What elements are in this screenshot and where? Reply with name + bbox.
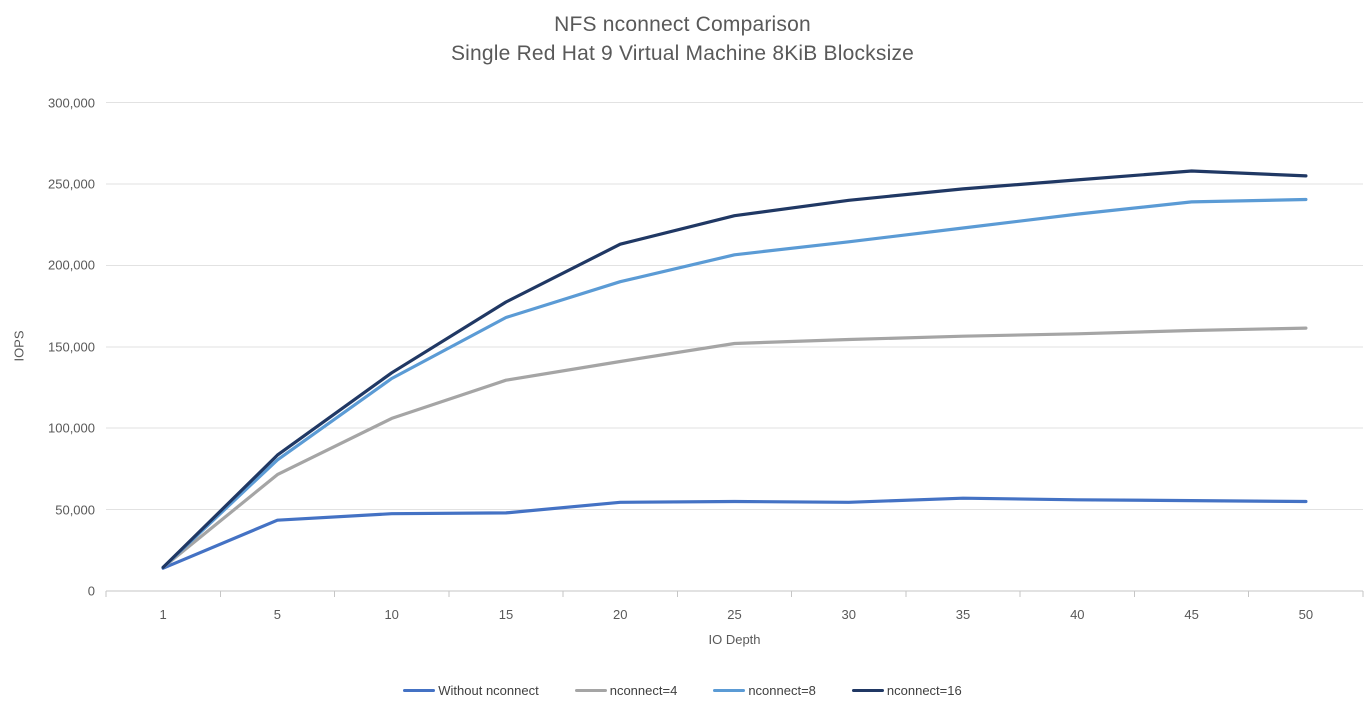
chart-title-line2: Single Red Hat 9 Virtual Machine 8KiB Bl… bbox=[450, 42, 915, 65]
series-line-nconnect-16 bbox=[161, 169, 1308, 570]
y-tick-label: 200,000 bbox=[48, 257, 95, 273]
x-tick-label: 45 bbox=[1184, 607, 1199, 622]
x-tick-label: 50 bbox=[1298, 607, 1314, 622]
x-tick-label: 5 bbox=[273, 607, 282, 622]
x-tick-label: 1 bbox=[159, 607, 167, 622]
chart-title: NFS nconnect Comparison Single Red Hat 9… bbox=[0, 10, 1365, 68]
legend-line-swatch bbox=[403, 688, 436, 693]
x-tick-label: 25 bbox=[727, 607, 742, 622]
x-tick-label: 40 bbox=[1070, 607, 1085, 622]
legend-item: nconnect=4 bbox=[574, 683, 678, 698]
legend-item: Without nconnect bbox=[403, 683, 539, 698]
legend-item: nconnect=16 bbox=[851, 683, 962, 698]
y-tick-label: 150,000 bbox=[48, 339, 95, 355]
y-axis-title: IOPS bbox=[11, 330, 27, 362]
y-tick-label: 50,000 bbox=[55, 502, 95, 518]
x-tick-label: 35 bbox=[955, 607, 971, 622]
legend-label: Without nconnect bbox=[438, 683, 539, 698]
chart-title-line1: NFS nconnect Comparison bbox=[554, 13, 811, 36]
legend-label: nconnect=8 bbox=[748, 683, 816, 698]
legend-line-swatch bbox=[713, 688, 746, 693]
legend-label: nconnect=4 bbox=[609, 683, 678, 698]
series-line-nconnect-8 bbox=[161, 197, 1308, 570]
y-tick-label: 0 bbox=[87, 583, 95, 599]
y-tick-label: 250,000 bbox=[48, 176, 95, 192]
legend-line-swatch bbox=[851, 688, 884, 693]
legend-label: nconnect=16 bbox=[886, 683, 962, 698]
y-tick-label: 300,000 bbox=[48, 95, 95, 111]
x-tick-label: 15 bbox=[498, 607, 514, 622]
x-axis-title: IO Depth bbox=[708, 632, 761, 647]
legend-line-swatch bbox=[574, 688, 607, 693]
y-tick-label: 100,000 bbox=[48, 420, 95, 436]
x-tick-label: 30 bbox=[841, 607, 856, 622]
legend-item: nconnect=8 bbox=[713, 683, 816, 698]
x-tick-label: 20 bbox=[612, 607, 628, 622]
legend: Without nconnect nconnect=4 nconnect=8 ncon… bbox=[0, 683, 1365, 698]
x-tick-label: 10 bbox=[384, 607, 399, 622]
series-line-without-nconnect bbox=[161, 496, 1308, 570]
series-line-nconnect-4 bbox=[161, 326, 1308, 570]
